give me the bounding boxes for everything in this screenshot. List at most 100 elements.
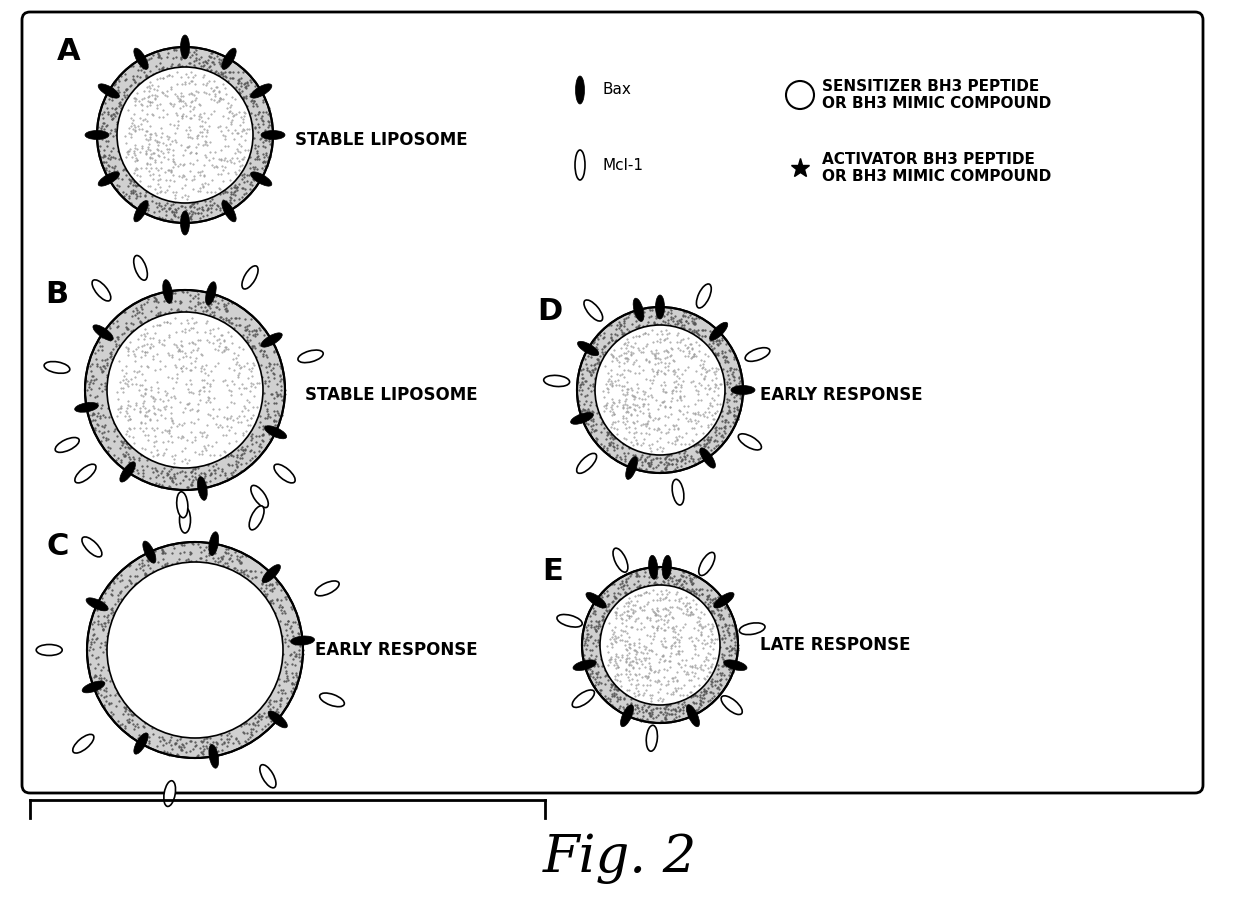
Circle shape (97, 47, 273, 223)
Ellipse shape (576, 453, 597, 474)
Ellipse shape (544, 376, 570, 387)
Ellipse shape (74, 464, 95, 483)
Ellipse shape (572, 690, 595, 708)
Text: Mcl-1: Mcl-1 (602, 157, 643, 173)
Ellipse shape (315, 581, 339, 596)
Circle shape (116, 67, 253, 203)
Ellipse shape (242, 266, 258, 289)
Ellipse shape (134, 255, 147, 280)
Circle shape (786, 81, 814, 109)
Text: EARLY RESPONSE: EARLY RESPONSE (315, 641, 477, 659)
Ellipse shape (686, 705, 700, 726)
Text: Fig. 2: Fig. 2 (543, 832, 698, 884)
Text: STABLE LIPOSOME: STABLE LIPOSOME (295, 131, 467, 149)
Ellipse shape (181, 35, 190, 59)
Ellipse shape (571, 413, 593, 424)
Text: STABLE LIPOSOME: STABLE LIPOSOME (305, 386, 477, 404)
Ellipse shape (73, 734, 94, 753)
Ellipse shape (82, 681, 105, 693)
Ellipse shape (92, 280, 110, 301)
Ellipse shape (222, 200, 237, 222)
Text: Bax: Bax (602, 83, 631, 97)
Ellipse shape (648, 556, 658, 579)
Ellipse shape (261, 130, 285, 139)
Ellipse shape (710, 322, 727, 341)
Ellipse shape (162, 280, 172, 303)
Ellipse shape (577, 342, 598, 356)
Text: LATE RESPONSE: LATE RESPONSE (760, 636, 911, 654)
Ellipse shape (74, 403, 98, 413)
Ellipse shape (297, 350, 323, 362)
Ellipse shape (268, 711, 287, 728)
Ellipse shape (250, 172, 271, 186)
Ellipse shape (572, 660, 596, 671)
Ellipse shape (180, 507, 191, 533)
Ellipse shape (93, 325, 113, 341)
Ellipse shape (56, 438, 79, 452)
Ellipse shape (209, 744, 218, 769)
Ellipse shape (586, 592, 606, 608)
Ellipse shape (222, 49, 237, 69)
Ellipse shape (274, 464, 295, 483)
Ellipse shape (36, 645, 62, 655)
Ellipse shape (250, 485, 269, 508)
Text: C: C (47, 532, 69, 561)
Ellipse shape (249, 506, 264, 530)
Ellipse shape (82, 537, 102, 556)
Ellipse shape (164, 780, 176, 806)
Circle shape (85, 290, 285, 490)
Circle shape (577, 307, 743, 473)
Ellipse shape (696, 284, 711, 308)
Ellipse shape (209, 532, 218, 556)
Ellipse shape (740, 623, 764, 635)
Ellipse shape (250, 84, 271, 98)
Ellipse shape (633, 298, 644, 322)
Circle shape (107, 562, 282, 738)
Circle shape (582, 567, 738, 723)
Ellipse shape (177, 492, 188, 518)
Ellipse shape (134, 200, 149, 222)
Ellipse shape (724, 660, 747, 671)
Ellipse shape (120, 462, 135, 482)
Ellipse shape (584, 300, 602, 321)
Text: EARLY RESPONSE: EARLY RESPONSE (760, 386, 923, 404)
Ellipse shape (142, 541, 156, 563)
Ellipse shape (320, 693, 344, 707)
Ellipse shape (575, 76, 585, 104)
Ellipse shape (98, 172, 119, 186)
Ellipse shape (291, 636, 315, 645)
Ellipse shape (260, 765, 276, 788)
Ellipse shape (261, 333, 282, 347)
Text: E: E (541, 557, 563, 586)
Ellipse shape (85, 598, 108, 610)
Ellipse shape (700, 448, 715, 468)
Ellipse shape (738, 434, 762, 450)
Ellipse shape (662, 556, 672, 579)
Text: ACTIVATOR BH3 PEPTIDE
OR BH3 MIMIC COMPOUND: ACTIVATOR BH3 PEPTIDE OR BH3 MIMIC COMPO… (821, 152, 1051, 184)
Text: B: B (45, 280, 68, 309)
Ellipse shape (45, 361, 69, 373)
Circle shape (107, 312, 263, 468)
Ellipse shape (647, 725, 658, 752)
Ellipse shape (714, 592, 733, 608)
Circle shape (87, 542, 304, 758)
Ellipse shape (134, 733, 149, 754)
Ellipse shape (98, 84, 119, 98)
Ellipse shape (621, 705, 633, 726)
Ellipse shape (575, 150, 585, 180)
Circle shape (595, 325, 725, 455)
Ellipse shape (85, 130, 109, 139)
Text: D: D (536, 297, 563, 326)
Ellipse shape (672, 479, 684, 505)
Ellipse shape (134, 49, 149, 69)
Text: SENSITIZER BH3 PEPTIDE
OR BH3 MIMIC COMPOUND: SENSITIZER BH3 PEPTIDE OR BH3 MIMIC COMP… (821, 79, 1051, 111)
Ellipse shape (721, 696, 742, 715)
Ellipse shape (197, 476, 207, 501)
Ellipse shape (745, 348, 769, 361)
Text: A: A (57, 37, 81, 66)
Ellipse shape (263, 565, 280, 583)
Ellipse shape (181, 211, 190, 235)
Ellipse shape (626, 457, 638, 479)
Ellipse shape (699, 552, 715, 575)
Ellipse shape (731, 386, 755, 395)
